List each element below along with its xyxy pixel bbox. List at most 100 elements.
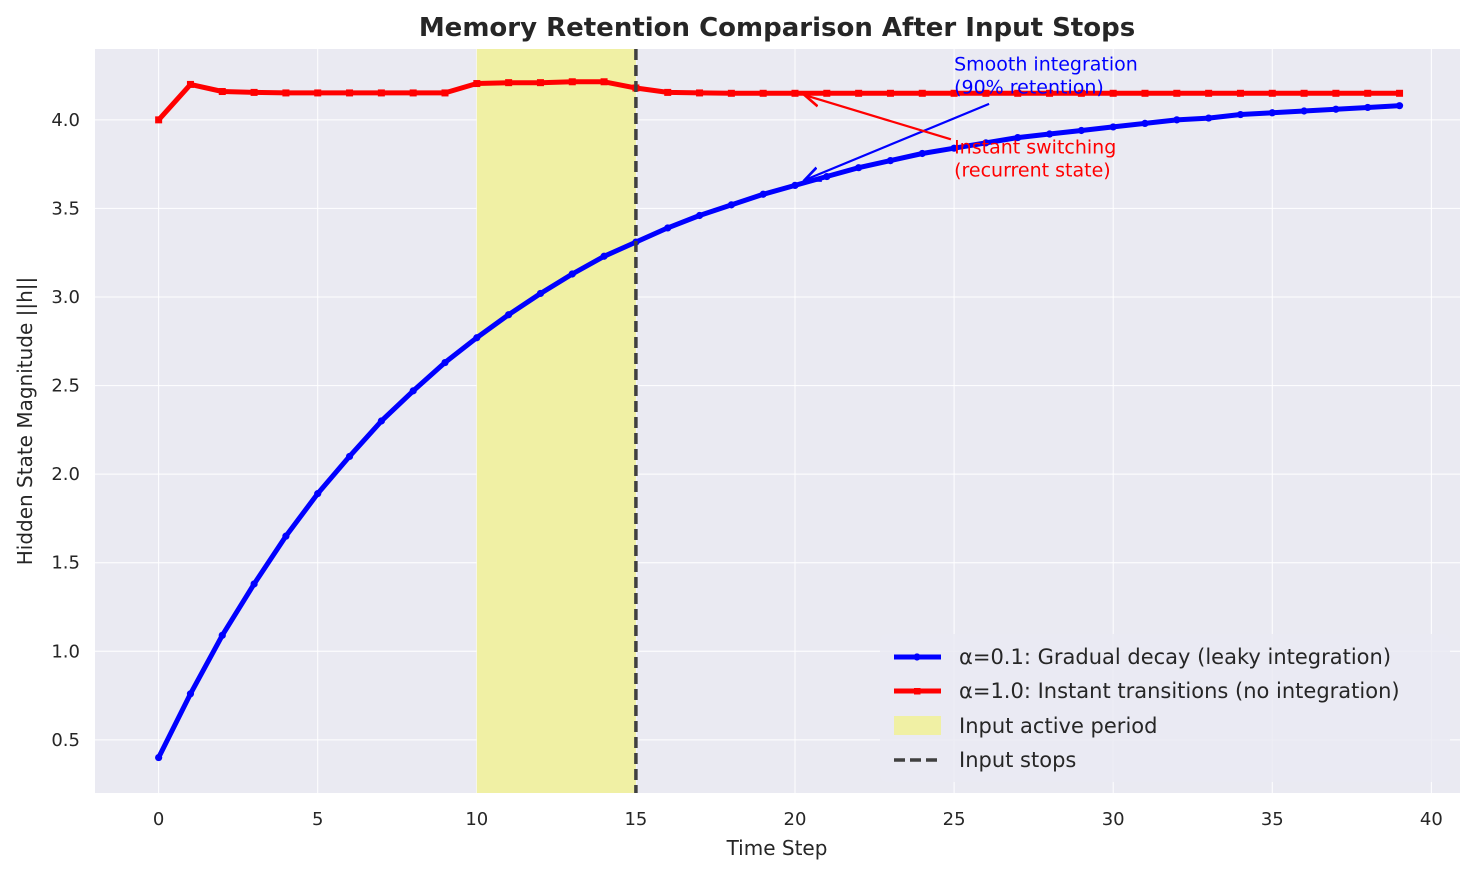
x-tick-label: 15 xyxy=(624,809,647,830)
series-0-point xyxy=(1141,119,1149,127)
legend: α=0.1: Gradual decay (leaky integration)… xyxy=(880,634,1450,782)
series-1-point xyxy=(377,89,385,97)
x-axis-label: Time Step xyxy=(726,836,828,860)
input-active-region xyxy=(476,49,636,793)
x-tick-label: 25 xyxy=(943,809,966,830)
series-0-point xyxy=(823,172,831,181)
series-0-point xyxy=(759,190,767,198)
series-0-point xyxy=(345,452,354,461)
x-tick-label: 20 xyxy=(784,809,807,830)
legend-swatch-shaded-region xyxy=(894,716,941,735)
legend-marker-series-1 xyxy=(914,688,921,695)
series-0-point xyxy=(282,532,290,540)
annotation-line: Instant switching xyxy=(954,137,1116,159)
series-0-point xyxy=(1205,114,1213,122)
series-0-point xyxy=(664,224,672,232)
legend-frame xyxy=(880,634,1450,782)
series-0-point xyxy=(1395,102,1404,110)
series-0-point xyxy=(505,311,513,319)
series-0-point xyxy=(1173,116,1181,124)
series-1-point xyxy=(886,89,894,97)
y-tick-labels: 0.5 1.0 1.5 2.0 2.5 3.0 3.5 4.0 xyxy=(51,110,80,751)
y-tick-label: 0.5 xyxy=(51,730,80,751)
y-axis-label: Hidden State Magnitude ||h|| xyxy=(13,277,37,566)
y-tick-label: 4.0 xyxy=(51,110,80,131)
series-1-point xyxy=(664,88,672,96)
series-1-point xyxy=(1077,89,1085,97)
series-0-point xyxy=(1332,105,1340,113)
series-1-point xyxy=(282,89,290,97)
series-1-point xyxy=(473,80,481,88)
series-0-point xyxy=(1014,133,1022,142)
series-1-point xyxy=(1141,89,1149,97)
series-0-point xyxy=(1268,109,1276,117)
series-0-point xyxy=(155,753,163,762)
y-tick-label: 2.5 xyxy=(51,376,80,397)
series-0-point xyxy=(791,181,799,189)
series-1-point xyxy=(568,78,576,86)
x-tick-label: 35 xyxy=(1261,809,1284,830)
series-1-point xyxy=(696,89,704,97)
series-1-point xyxy=(1173,89,1181,97)
y-tick-label: 3.0 xyxy=(51,287,80,308)
annotation-arrow-1 xyxy=(805,95,952,141)
series-1-point xyxy=(759,89,767,97)
annotation-layer: Smooth integration (90% retention) Instant… xyxy=(805,53,1138,181)
series-1-point xyxy=(727,89,735,97)
series-0-point xyxy=(695,211,704,220)
series-0-point xyxy=(1109,123,1117,131)
y-tick-label: 1.5 xyxy=(51,553,80,574)
series-1-point xyxy=(441,89,449,97)
legend-marker-series-0 xyxy=(913,653,921,661)
series-0-point xyxy=(1236,110,1245,119)
series-0-point xyxy=(441,358,449,367)
series-line-0 xyxy=(156,103,1402,761)
y-tick-label: 1.0 xyxy=(51,641,80,662)
series-0-point xyxy=(186,690,195,698)
series-0-point xyxy=(1077,126,1085,135)
legend-label-series-1: α=1.0: Instant transitions (no integrati… xyxy=(959,679,1400,703)
series-1-point xyxy=(1364,89,1372,97)
annotation-line: (90% retention) xyxy=(954,76,1104,98)
legend-label-series-0: α=0.1: Gradual decay (leaky integration) xyxy=(959,645,1391,669)
series-1-point xyxy=(1236,89,1244,97)
x-tick-label: 30 xyxy=(1102,809,1125,830)
series-1-point xyxy=(918,89,926,97)
x-tick-label: 0 xyxy=(153,809,164,830)
series-0-point xyxy=(950,144,958,152)
series-1-point xyxy=(1300,89,1308,97)
series-0-point xyxy=(250,580,258,588)
series-0-point xyxy=(1045,130,1054,138)
x-tick-label: 10 xyxy=(465,809,488,830)
legend-label-vline: Input stops xyxy=(959,748,1076,772)
series-1-point xyxy=(314,89,322,97)
series-1-point xyxy=(1014,89,1022,97)
series-1-point xyxy=(1205,89,1213,97)
series-1-point xyxy=(1268,89,1276,97)
x-tick-label: 40 xyxy=(1420,809,1443,830)
series-0-point xyxy=(473,334,481,342)
series-line-1 xyxy=(156,79,1402,123)
series-0-point xyxy=(377,417,385,425)
series-1-point xyxy=(1332,89,1340,97)
series-1-point xyxy=(1109,89,1117,97)
annotation-line: Smooth integration xyxy=(954,53,1138,75)
annotation-arrow-0 xyxy=(805,102,990,180)
y-tick-label: 2.0 xyxy=(51,464,80,485)
x-tick-labels: 0 5 10 15 20 25 30 35 40 xyxy=(153,809,1443,830)
series-1-point xyxy=(536,79,544,87)
annotation-text-1: Instant switching (recurrent state) xyxy=(954,137,1116,182)
series-0-point xyxy=(536,289,545,298)
series-0-point xyxy=(600,252,608,260)
series-layer xyxy=(155,49,1404,793)
series-1-point xyxy=(250,88,258,96)
series-1-point xyxy=(855,89,863,97)
y-tick-label: 3.5 xyxy=(51,198,80,219)
series-0-point xyxy=(409,387,417,395)
series-0-point xyxy=(218,631,226,639)
annotation-line: (recurrent state) xyxy=(954,160,1111,182)
series-0-point xyxy=(886,157,895,165)
series-0-point xyxy=(982,139,990,147)
annotation-text-0: Smooth integration (90% retention) xyxy=(954,53,1138,98)
series-1-point xyxy=(600,78,608,86)
